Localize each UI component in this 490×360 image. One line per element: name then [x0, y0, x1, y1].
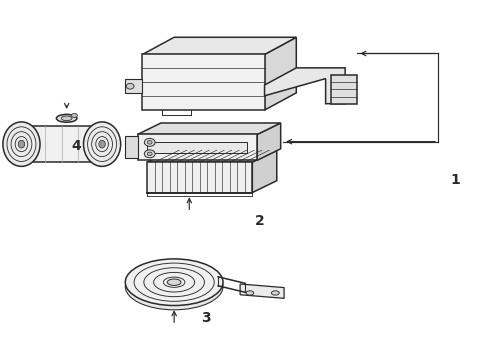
Ellipse shape: [246, 291, 254, 295]
Text: 4: 4: [72, 139, 81, 153]
Polygon shape: [331, 75, 357, 104]
Polygon shape: [125, 79, 143, 93]
Polygon shape: [252, 150, 277, 193]
Ellipse shape: [125, 263, 223, 310]
Ellipse shape: [3, 122, 40, 166]
Polygon shape: [147, 150, 277, 162]
Circle shape: [147, 140, 152, 144]
Polygon shape: [240, 284, 284, 298]
Ellipse shape: [83, 122, 121, 166]
Polygon shape: [265, 37, 296, 110]
Text: 2: 2: [255, 214, 265, 228]
Circle shape: [72, 113, 77, 118]
Circle shape: [126, 84, 134, 89]
Polygon shape: [138, 123, 281, 134]
Ellipse shape: [99, 140, 105, 148]
Polygon shape: [143, 54, 265, 110]
Polygon shape: [24, 126, 99, 162]
Circle shape: [145, 138, 155, 146]
Polygon shape: [147, 141, 247, 153]
Ellipse shape: [271, 291, 279, 295]
Polygon shape: [257, 123, 281, 160]
Polygon shape: [265, 68, 345, 104]
Circle shape: [147, 152, 152, 156]
Text: 1: 1: [450, 173, 460, 187]
Polygon shape: [147, 162, 252, 193]
Ellipse shape: [125, 259, 223, 306]
Circle shape: [145, 150, 155, 158]
Polygon shape: [125, 136, 138, 158]
Ellipse shape: [18, 140, 24, 148]
Ellipse shape: [167, 279, 181, 285]
Ellipse shape: [61, 116, 72, 121]
Polygon shape: [138, 134, 257, 160]
Ellipse shape: [56, 114, 77, 122]
Text: 3: 3: [201, 311, 211, 325]
Polygon shape: [143, 37, 296, 54]
